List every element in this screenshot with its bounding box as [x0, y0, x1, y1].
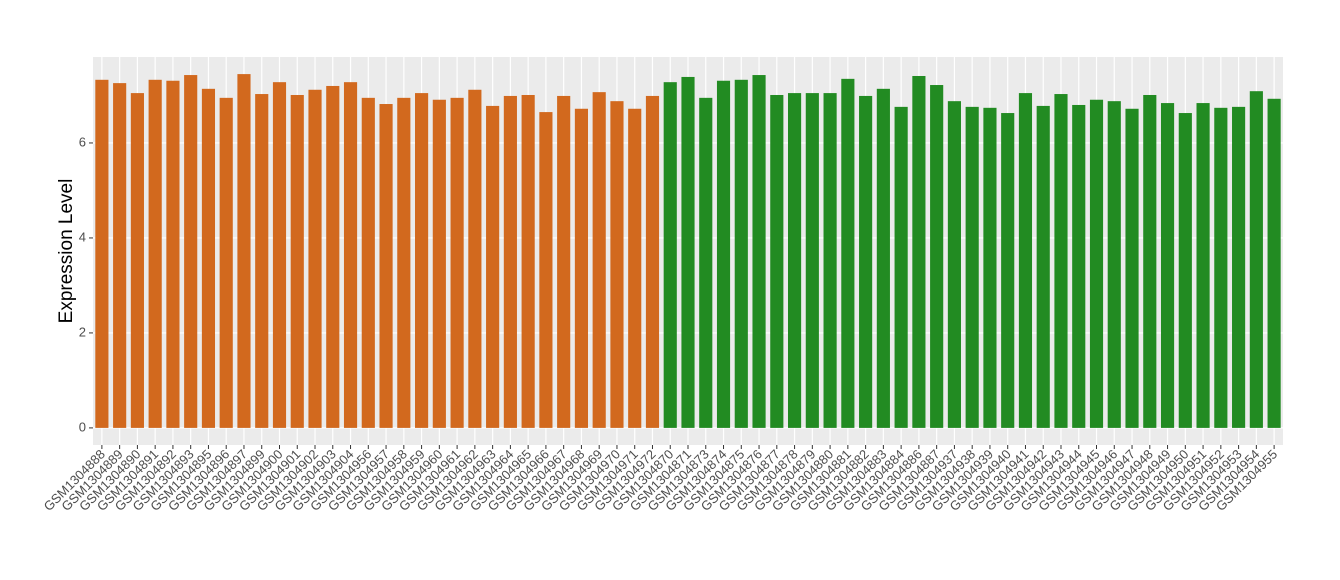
bar: [912, 75, 926, 428]
bar: [628, 108, 642, 428]
bar: [379, 104, 393, 428]
bar: [699, 97, 713, 428]
bar: [557, 95, 571, 428]
bar: [1214, 107, 1228, 428]
bar: [752, 75, 766, 428]
bar: [859, 95, 873, 428]
y-axis-label: Expression Level: [56, 179, 77, 324]
bar: [787, 93, 802, 428]
bar: [1018, 93, 1033, 428]
bar: [308, 89, 322, 428]
bar: [894, 106, 908, 428]
bar: [610, 101, 624, 428]
bar: [1196, 103, 1210, 428]
bar: [343, 82, 358, 428]
bar: [272, 82, 287, 428]
bar: [1125, 108, 1139, 428]
bar: [823, 93, 837, 428]
bar: [95, 79, 109, 428]
bar: [1089, 99, 1104, 428]
bar: [219, 97, 233, 428]
bar: [734, 79, 748, 428]
bar: [432, 99, 446, 428]
bar: [166, 80, 180, 428]
bar: [415, 93, 429, 428]
bar: [539, 112, 553, 428]
bar: [1160, 103, 1175, 428]
bar: [947, 101, 961, 428]
bar: [1001, 113, 1015, 428]
bar: [397, 97, 411, 428]
bar: [930, 85, 944, 428]
bar: [503, 95, 517, 428]
bar: [1143, 94, 1157, 428]
bar: [1036, 105, 1050, 428]
bar: [1249, 91, 1263, 428]
bar: [521, 94, 535, 428]
bar: [290, 94, 304, 428]
bar: [1072, 104, 1086, 428]
bar: [1232, 106, 1246, 428]
bar: [805, 93, 819, 428]
y-tick-label: 4: [79, 229, 86, 244]
bar: [148, 79, 162, 428]
y-tick-label: 0: [79, 419, 86, 434]
bar: [983, 107, 997, 428]
bar: [326, 85, 340, 428]
bar: [1054, 94, 1068, 428]
bar: [255, 94, 269, 428]
bar: [1107, 101, 1121, 428]
bar: [645, 95, 660, 428]
bar: [486, 105, 500, 428]
bar: [663, 82, 677, 428]
y-tick-label: 6: [79, 134, 86, 149]
bar: [965, 106, 979, 428]
bar: [1178, 113, 1192, 428]
bar: [184, 75, 198, 428]
bar: [450, 97, 464, 428]
bar: [130, 93, 144, 428]
bar: [681, 76, 695, 428]
bar: [113, 83, 127, 428]
bar: [237, 74, 251, 428]
bar: [876, 88, 890, 428]
bar: [716, 80, 731, 428]
bar: [592, 92, 606, 428]
y-tick-label: 2: [79, 324, 86, 339]
bar: [574, 108, 589, 428]
bar: [361, 97, 375, 428]
bar: [468, 89, 482, 428]
bar: [770, 94, 784, 428]
bar: [201, 88, 216, 428]
bar: [841, 78, 855, 428]
bar: [1267, 98, 1281, 428]
